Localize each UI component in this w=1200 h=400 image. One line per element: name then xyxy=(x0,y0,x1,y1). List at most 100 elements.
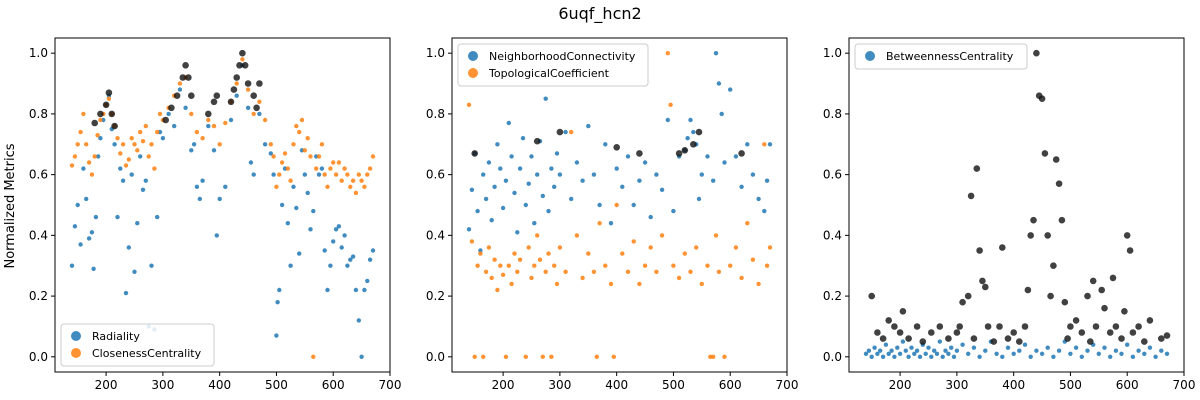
data-point xyxy=(492,257,497,262)
data-point xyxy=(554,281,560,287)
y-tick-label: 1.0 xyxy=(823,46,842,60)
data-point xyxy=(132,269,137,274)
data-point xyxy=(206,117,211,123)
data-point xyxy=(189,148,194,153)
data-point xyxy=(563,269,568,274)
data-point xyxy=(895,345,900,350)
data-point xyxy=(625,269,631,274)
data-point xyxy=(120,142,126,147)
data-point xyxy=(728,263,733,268)
data-point xyxy=(1146,317,1154,324)
data-point xyxy=(365,278,370,284)
data-point xyxy=(526,181,531,186)
data-point xyxy=(535,172,540,177)
data-point xyxy=(1153,354,1158,359)
data-point xyxy=(143,123,148,129)
data-point xyxy=(642,263,648,268)
data-point xyxy=(356,318,361,323)
data-point xyxy=(495,287,500,293)
data-point xyxy=(331,160,336,165)
data-point xyxy=(675,150,683,157)
data-point xyxy=(1147,345,1153,350)
data-point xyxy=(990,338,998,345)
data-point xyxy=(489,218,494,223)
data-point xyxy=(223,184,228,189)
data-point xyxy=(953,329,961,336)
data-point xyxy=(668,102,673,108)
data-point xyxy=(135,148,140,153)
legend-label: TopologicalCoefficient xyxy=(488,67,610,80)
data-point xyxy=(279,202,285,208)
data-point xyxy=(157,111,163,117)
data-point xyxy=(977,354,982,359)
data-point xyxy=(475,263,480,268)
data-point xyxy=(648,245,653,250)
data-point xyxy=(227,98,235,106)
data-point xyxy=(996,323,1003,330)
data-point xyxy=(569,129,574,135)
y-tick-label: 0.4 xyxy=(426,228,445,242)
data-point xyxy=(1067,323,1074,330)
data-point xyxy=(69,263,75,268)
data-point xyxy=(1078,329,1086,336)
data-point xyxy=(951,354,957,359)
data-point xyxy=(636,150,643,157)
data-point xyxy=(132,142,137,147)
data-point xyxy=(92,154,97,159)
data-point xyxy=(348,184,353,189)
data-point xyxy=(1079,354,1085,359)
data-point xyxy=(932,348,937,353)
data-point xyxy=(960,342,965,347)
data-point xyxy=(597,221,602,226)
data-point xyxy=(906,354,911,359)
data-point xyxy=(733,154,739,159)
data-point xyxy=(500,272,506,277)
data-point xyxy=(970,335,978,342)
data-point xyxy=(168,104,175,112)
legend-label: NeighborhoodConnectivity xyxy=(489,50,636,63)
data-point xyxy=(1163,332,1171,339)
data-point xyxy=(1106,329,1114,336)
data-point xyxy=(297,129,302,135)
data-point xyxy=(251,172,256,177)
data-point xyxy=(937,339,942,344)
y-tick-label: 0.6 xyxy=(823,168,842,182)
data-point xyxy=(966,351,971,356)
data-point xyxy=(695,128,703,136)
data-point xyxy=(681,147,689,154)
data-point xyxy=(909,345,914,350)
data-point xyxy=(331,239,336,244)
data-point xyxy=(659,233,665,238)
data-point xyxy=(72,154,78,159)
chart-panel-3: 200 300 400 500 600 700 0.0 0.2 0.4 0.6 0.8 1.0 Betw… xyxy=(823,37,1195,392)
data-point xyxy=(682,251,687,256)
data-point xyxy=(115,136,120,141)
data-point xyxy=(874,329,881,336)
data-point xyxy=(240,57,245,62)
data-point xyxy=(81,111,86,117)
data-point xyxy=(1038,95,1046,102)
data-point xyxy=(705,263,710,268)
data-point xyxy=(900,339,906,344)
data-point xyxy=(173,92,181,99)
data-point xyxy=(1027,232,1034,239)
data-point xyxy=(540,193,545,199)
data-point xyxy=(93,214,99,220)
data-point xyxy=(311,208,316,214)
data-point xyxy=(914,348,920,353)
data-point xyxy=(631,239,636,244)
data-point xyxy=(98,136,103,141)
panels: 200 300 400 500 600 700 0.0 0.2 0.4 0.6 0.8 1.0 Radi… xyxy=(29,37,1195,392)
data-point xyxy=(956,323,963,330)
data-point xyxy=(268,142,273,147)
data-point xyxy=(251,111,256,117)
data-point xyxy=(671,263,676,268)
y-tick-label: 0.0 xyxy=(29,350,48,364)
data-point xyxy=(964,292,972,300)
data-point xyxy=(934,351,940,356)
data-point xyxy=(294,123,299,129)
legend-marker xyxy=(468,68,478,78)
data-point xyxy=(1121,308,1128,315)
data-point xyxy=(95,133,100,138)
data-point xyxy=(1119,351,1124,356)
